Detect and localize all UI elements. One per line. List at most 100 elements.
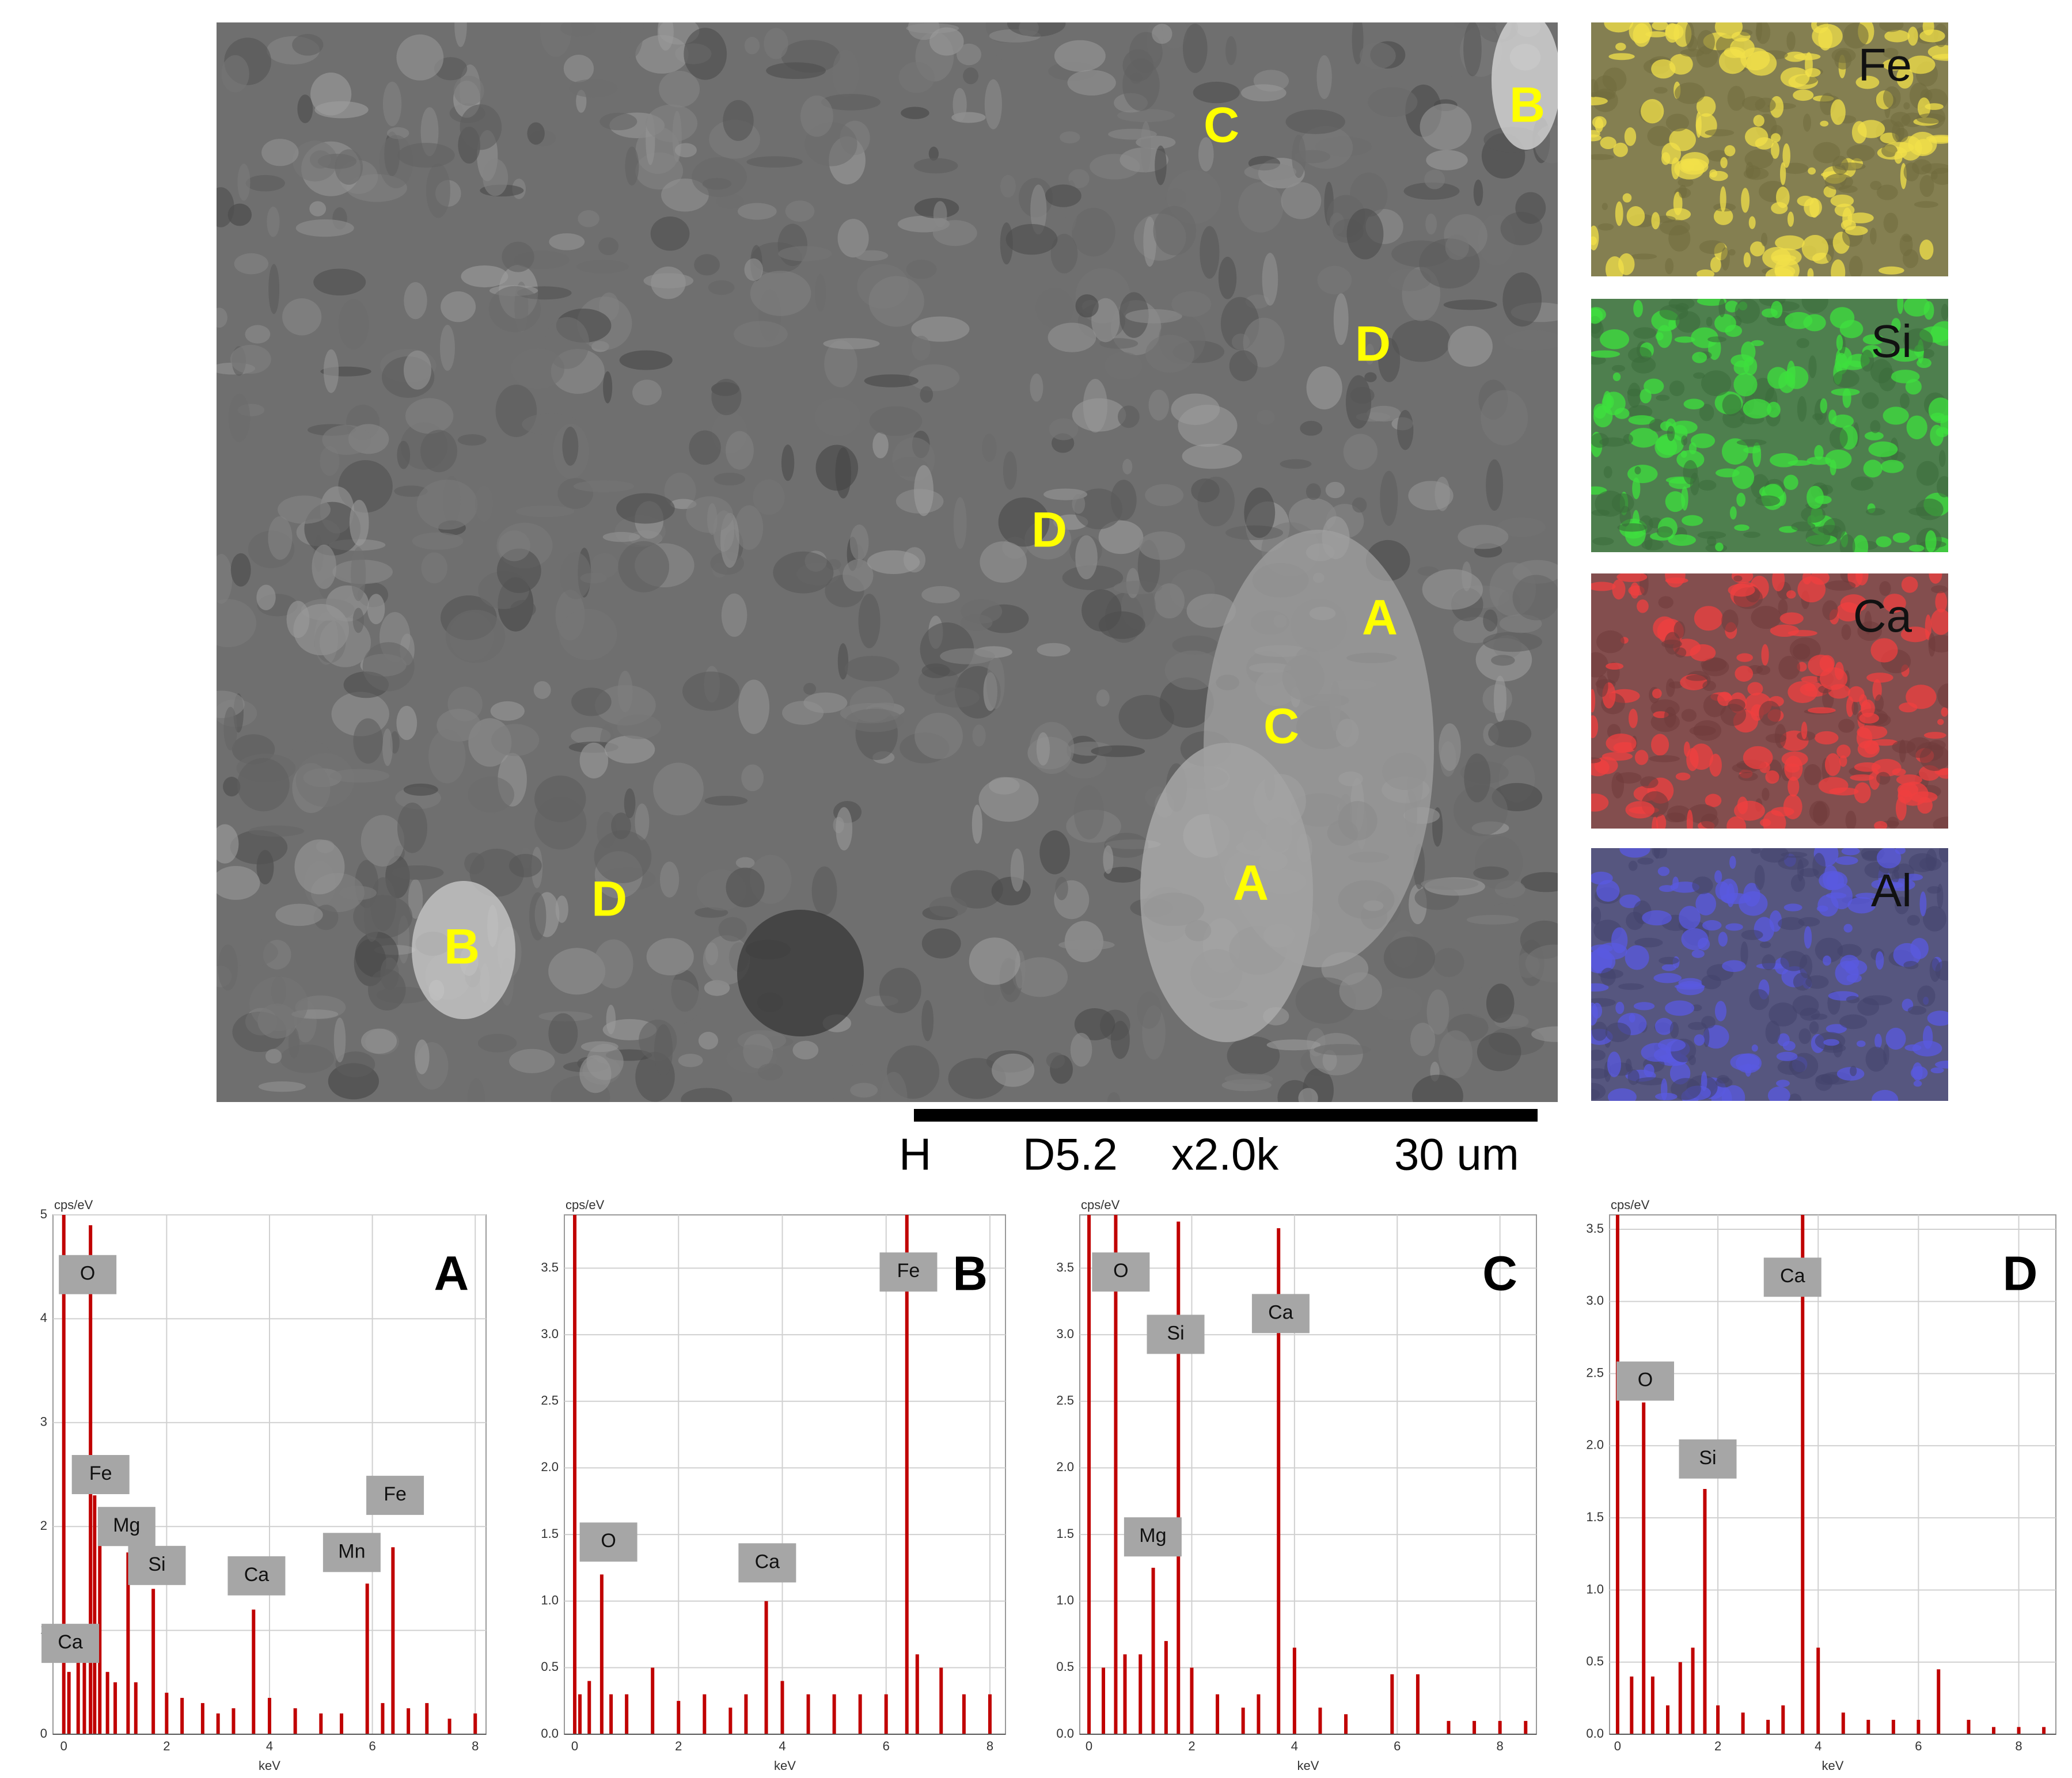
- map-grain: [1770, 301, 1783, 318]
- map-grain: [1633, 1002, 1655, 1010]
- grain: [603, 371, 613, 404]
- grain: [781, 445, 795, 481]
- map-grain: [1941, 303, 1948, 321]
- grain: [643, 273, 694, 288]
- grain: [1171, 291, 1212, 317]
- scale-wd: D5.2: [1023, 1129, 1118, 1180]
- map-grain: [1845, 810, 1857, 829]
- map-grain: [1693, 372, 1705, 379]
- map-grain: [1830, 194, 1854, 207]
- grain: [1091, 745, 1145, 757]
- grain: [950, 870, 1003, 909]
- x-tick-label: 2: [1714, 1739, 1721, 1753]
- y-tick-label: 5: [40, 1207, 47, 1221]
- map-grain: [1743, 168, 1769, 180]
- map-grain: [1696, 269, 1715, 276]
- map-grain: [1681, 709, 1697, 722]
- grain: [1388, 268, 1431, 291]
- map-grain: [1657, 1038, 1686, 1052]
- map-grain: [1815, 1074, 1833, 1091]
- map-grain: [1841, 848, 1860, 856]
- map-grain: [1686, 747, 1699, 772]
- grain: [1145, 484, 1184, 507]
- grain: [737, 203, 777, 220]
- map-grain: [1743, 746, 1773, 769]
- map-grain: [1667, 805, 1691, 822]
- y-tick-label: 2.0: [541, 1460, 559, 1474]
- map-grain: [1625, 1058, 1632, 1072]
- grain: [929, 27, 964, 56]
- grain: [594, 939, 633, 989]
- map-grain: [1917, 97, 1931, 118]
- map-grain: [1864, 611, 1872, 635]
- map-grain: [1634, 466, 1641, 474]
- map-grain: [1694, 1034, 1705, 1046]
- map-grain: [1667, 425, 1675, 442]
- y-tick-label: 3.5: [1586, 1221, 1604, 1236]
- y-tick-label: 1.0: [1586, 1582, 1604, 1596]
- grain: [1104, 833, 1149, 858]
- grain: [333, 1017, 346, 1063]
- map-grain: [1879, 266, 1904, 275]
- map-grain: [1634, 750, 1649, 765]
- map-grain: [1824, 173, 1853, 190]
- grain: [403, 783, 438, 796]
- map-grain: [1899, 393, 1910, 409]
- map-grain: [1596, 880, 1620, 902]
- map-grain: [1927, 1010, 1948, 1026]
- map-grain: [1863, 459, 1883, 478]
- grain: [821, 94, 881, 111]
- map-grain: [1919, 174, 1934, 197]
- grain: [1445, 234, 1469, 260]
- map-grain: [1751, 606, 1782, 629]
- grain: [310, 73, 352, 116]
- grain: [952, 88, 967, 121]
- y-tick-label: 0.5: [541, 1659, 559, 1674]
- map-grain: [1775, 235, 1805, 250]
- peak-label: Ca: [244, 1564, 270, 1586]
- grain: [855, 250, 889, 261]
- grain: [420, 430, 457, 473]
- grain: [1421, 877, 1479, 890]
- map-tint: [1591, 573, 1948, 829]
- grain: [1464, 753, 1491, 803]
- map-grain: [1690, 644, 1716, 662]
- map-grain: [1771, 807, 1794, 816]
- grain: [872, 432, 889, 459]
- map-grain: [1695, 112, 1702, 138]
- map-grain: [1788, 681, 1817, 704]
- grain: [909, 364, 960, 392]
- map-grain: [1840, 219, 1856, 231]
- map-grain: [1898, 789, 1912, 804]
- grain: [1108, 128, 1157, 140]
- map-grain: [1931, 585, 1948, 594]
- peak-label-box: [1679, 1439, 1737, 1479]
- map-grain: [1876, 772, 1891, 785]
- grain: [1036, 732, 1050, 766]
- map-grain: [1828, 409, 1837, 424]
- map-grain: [1891, 348, 1919, 362]
- map-grain: [1937, 683, 1948, 708]
- grain: [1504, 330, 1558, 351]
- map-grain: [1760, 233, 1768, 246]
- map-grain: [1921, 348, 1934, 359]
- grain: [972, 804, 982, 844]
- map-grain: [1914, 201, 1938, 208]
- grain: [1225, 36, 1237, 66]
- grain: [1352, 497, 1367, 513]
- grain: [734, 321, 788, 348]
- grain: [1010, 848, 1024, 892]
- map-grain: [1716, 1077, 1733, 1088]
- grain: [573, 480, 635, 492]
- grain: [1486, 459, 1504, 511]
- map-texture: [1591, 848, 1948, 1101]
- grain: [1244, 163, 1297, 181]
- map-grain: [1642, 910, 1672, 926]
- grain: [1060, 131, 1080, 144]
- map-grain: [1593, 405, 1613, 428]
- map-grain: [1877, 882, 1904, 889]
- map-grain: [1734, 524, 1750, 531]
- map-grain: [1591, 130, 1600, 138]
- grain: [221, 55, 249, 93]
- peak-label: O: [1113, 1260, 1128, 1282]
